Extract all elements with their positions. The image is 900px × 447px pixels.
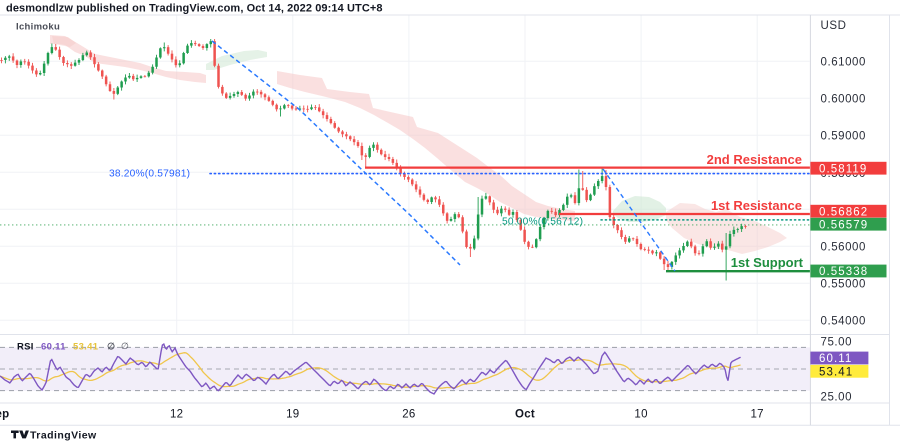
svg-text:0.55000: 0.55000 — [821, 278, 866, 290]
svg-text:25.00: 25.00 — [821, 392, 853, 404]
svg-text:∅: ∅ — [107, 341, 115, 351]
svg-text:60.11: 60.11 — [41, 341, 66, 352]
svg-text:2nd Resistance: 2nd Resistance — [707, 152, 802, 167]
svg-text:0.54000: 0.54000 — [821, 315, 866, 327]
svg-text:∅: ∅ — [107, 341, 115, 352]
svg-text:53.41: 53.41 — [819, 366, 853, 378]
svg-text:26: 26 — [402, 408, 415, 420]
svg-text:0.56000: 0.56000 — [821, 241, 866, 253]
svg-text:1st Resistance: 1st Resistance — [711, 198, 802, 213]
svg-text:10: 10 — [634, 408, 647, 420]
svg-text:0.55338: 0.55338 — [819, 266, 868, 278]
svg-text:19: 19 — [286, 408, 299, 420]
svg-text:∅: ∅ — [121, 341, 129, 351]
svg-text:0.56862: 0.56862 — [819, 206, 868, 218]
svg-text:53.41: 53.41 — [73, 341, 99, 352]
svg-text:Ichimoku: Ichimoku — [16, 22, 60, 33]
svg-text:1st Support: 1st Support — [731, 255, 804, 270]
svg-text:38.20%(0.57981): 38.20%(0.57981) — [109, 169, 190, 180]
svg-text:50.00%(0.56712): 50.00%(0.56712) — [502, 216, 583, 227]
svg-text:0.58119: 0.58119 — [819, 163, 867, 175]
svg-text:Sep: Sep — [0, 408, 10, 420]
svg-text:RSI: RSI — [17, 341, 34, 352]
svg-text:TradingView: TradingView — [30, 430, 97, 442]
svg-text:desmondlzw published on Tradin: desmondlzw published on TradingView.com,… — [6, 3, 383, 15]
svg-text:17: 17 — [750, 408, 763, 420]
svg-text:75.00: 75.00 — [821, 337, 853, 349]
svg-text:0.56579: 0.56579 — [819, 219, 868, 231]
svg-text:0.61000: 0.61000 — [821, 56, 866, 68]
svg-text:0.60000: 0.60000 — [821, 93, 866, 105]
svg-text:60.11: 60.11 — [819, 353, 852, 365]
svg-text:0.59000: 0.59000 — [821, 130, 866, 142]
svg-text:USD: USD — [821, 20, 847, 32]
svg-text:Oct: Oct — [515, 408, 535, 420]
svg-text:12: 12 — [170, 408, 183, 420]
